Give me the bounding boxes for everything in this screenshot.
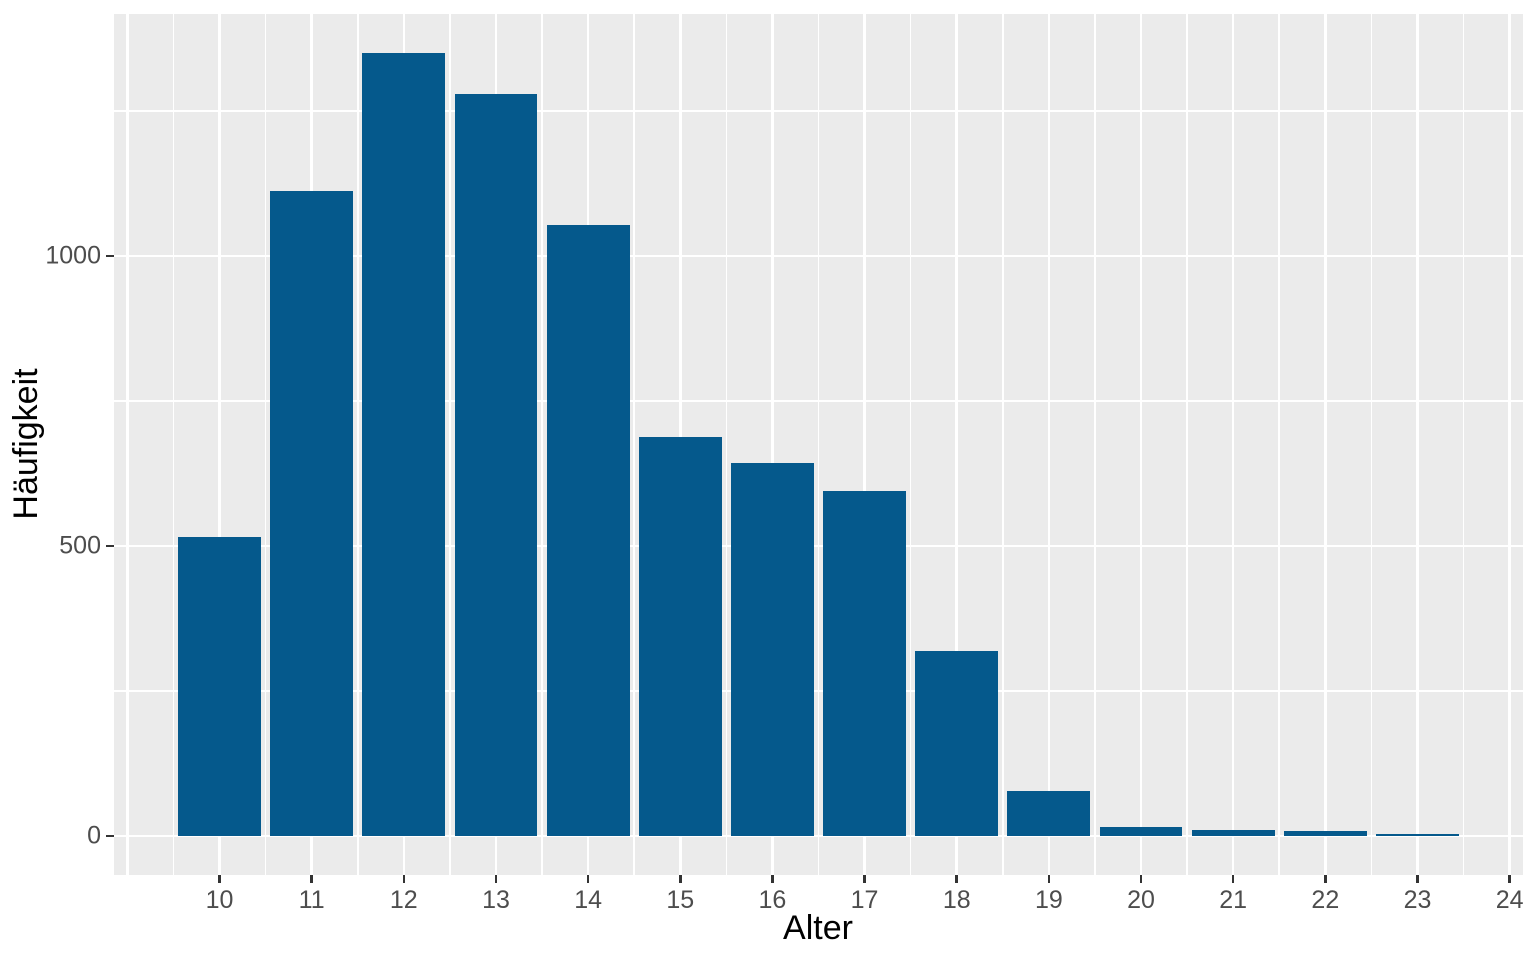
x-minor-gridline (449, 14, 451, 875)
x-minor-gridline (1094, 14, 1096, 875)
y-tick-label: 1000 (45, 241, 101, 270)
bar-age-18 (915, 650, 999, 836)
bar-age-22 (1283, 831, 1367, 836)
x-tick-label: 18 (942, 886, 971, 914)
y-major-gridline (114, 254, 1523, 258)
bar-age-14 (546, 224, 630, 836)
x-tick-label: 17 (850, 886, 879, 914)
x-tick-mark (1324, 875, 1327, 883)
x-minor-gridline (1462, 14, 1465, 875)
x-tick-label: 16 (758, 886, 787, 914)
x-tick-label: 20 (1127, 886, 1155, 914)
x-tick-mark (494, 875, 498, 883)
bar-age-12 (362, 53, 446, 836)
x-major-gridline (955, 14, 958, 875)
x-tick-mark (218, 875, 221, 883)
x-major-gridline (1047, 14, 1051, 875)
x-minor-gridline (817, 14, 820, 875)
x-axis-title: Alter (783, 909, 853, 947)
y-tick-mark (106, 254, 114, 258)
x-tick-mark (1139, 875, 1143, 883)
y-tick-label: 0 (87, 821, 101, 850)
bar-age-15 (638, 436, 722, 836)
x-tick-label: 10 (205, 886, 234, 914)
x-tick-label: 21 (1219, 886, 1248, 914)
x-minor-gridline (1186, 14, 1188, 875)
bar-age-23 (1376, 834, 1459, 836)
x-tick-mark (1416, 875, 1419, 883)
y-axis-title: Häufigkeit (7, 368, 45, 520)
x-major-gridline (1231, 14, 1235, 875)
x-tick-label: 11 (298, 886, 325, 914)
x-tick-mark (1047, 875, 1051, 883)
bar-age-11 (270, 190, 354, 836)
x-major-gridline (218, 14, 221, 875)
y-tick-mark (106, 834, 114, 838)
x-minor-gridline (1002, 14, 1004, 875)
bar-age-17 (823, 490, 907, 836)
bar-age-21 (1191, 830, 1275, 836)
x-minor-gridline (633, 14, 635, 875)
x-major-gridline (1508, 14, 1511, 875)
x-tick-label: 12 (389, 886, 418, 914)
bar-age-13 (454, 93, 538, 836)
x-minor-gridline (356, 14, 359, 875)
x-tick-mark (586, 875, 590, 883)
x-tick-label: 14 (574, 886, 603, 914)
x-tick-mark (402, 875, 406, 883)
bar-age-10 (178, 536, 261, 836)
x-minor-gridline (909, 14, 912, 875)
x-minor-gridline (1370, 14, 1373, 875)
x-tick-label: 23 (1403, 886, 1432, 914)
x-tick-mark (678, 875, 682, 883)
x-tick-label: 19 (1034, 886, 1063, 914)
x-major-gridline (1139, 14, 1143, 875)
plot-panel (114, 14, 1523, 875)
x-tick-mark (863, 875, 866, 883)
bar-age-19 (1007, 791, 1091, 836)
x-tick-mark (1508, 875, 1511, 883)
bar-age-20 (1099, 826, 1183, 836)
y-major-gridline (114, 544, 1523, 548)
x-major-gridline (1416, 14, 1419, 875)
bar-age-16 (730, 463, 814, 836)
x-minor-gridline (264, 14, 267, 875)
x-major-gridline (771, 14, 774, 875)
y-tick-label: 500 (59, 531, 101, 560)
x-tick-mark (310, 875, 313, 883)
x-minor-gridline (1278, 14, 1281, 875)
x-tick-label: 24 (1495, 886, 1524, 914)
x-tick-label: 22 (1311, 886, 1340, 914)
x-tick-label: 13 (482, 886, 510, 914)
x-major-gridline (126, 14, 129, 875)
x-tick-mark (1231, 875, 1235, 883)
x-tick-label: 15 (666, 886, 695, 914)
y-major-gridline (114, 834, 1523, 838)
x-minor-gridline (725, 14, 728, 875)
x-minor-gridline (541, 14, 543, 875)
y-tick-mark (106, 544, 114, 548)
x-tick-mark (771, 875, 774, 883)
x-major-gridline (1324, 14, 1327, 875)
x-tick-mark (955, 875, 959, 883)
x-minor-gridline (172, 14, 175, 875)
x-major-gridline (863, 14, 866, 875)
